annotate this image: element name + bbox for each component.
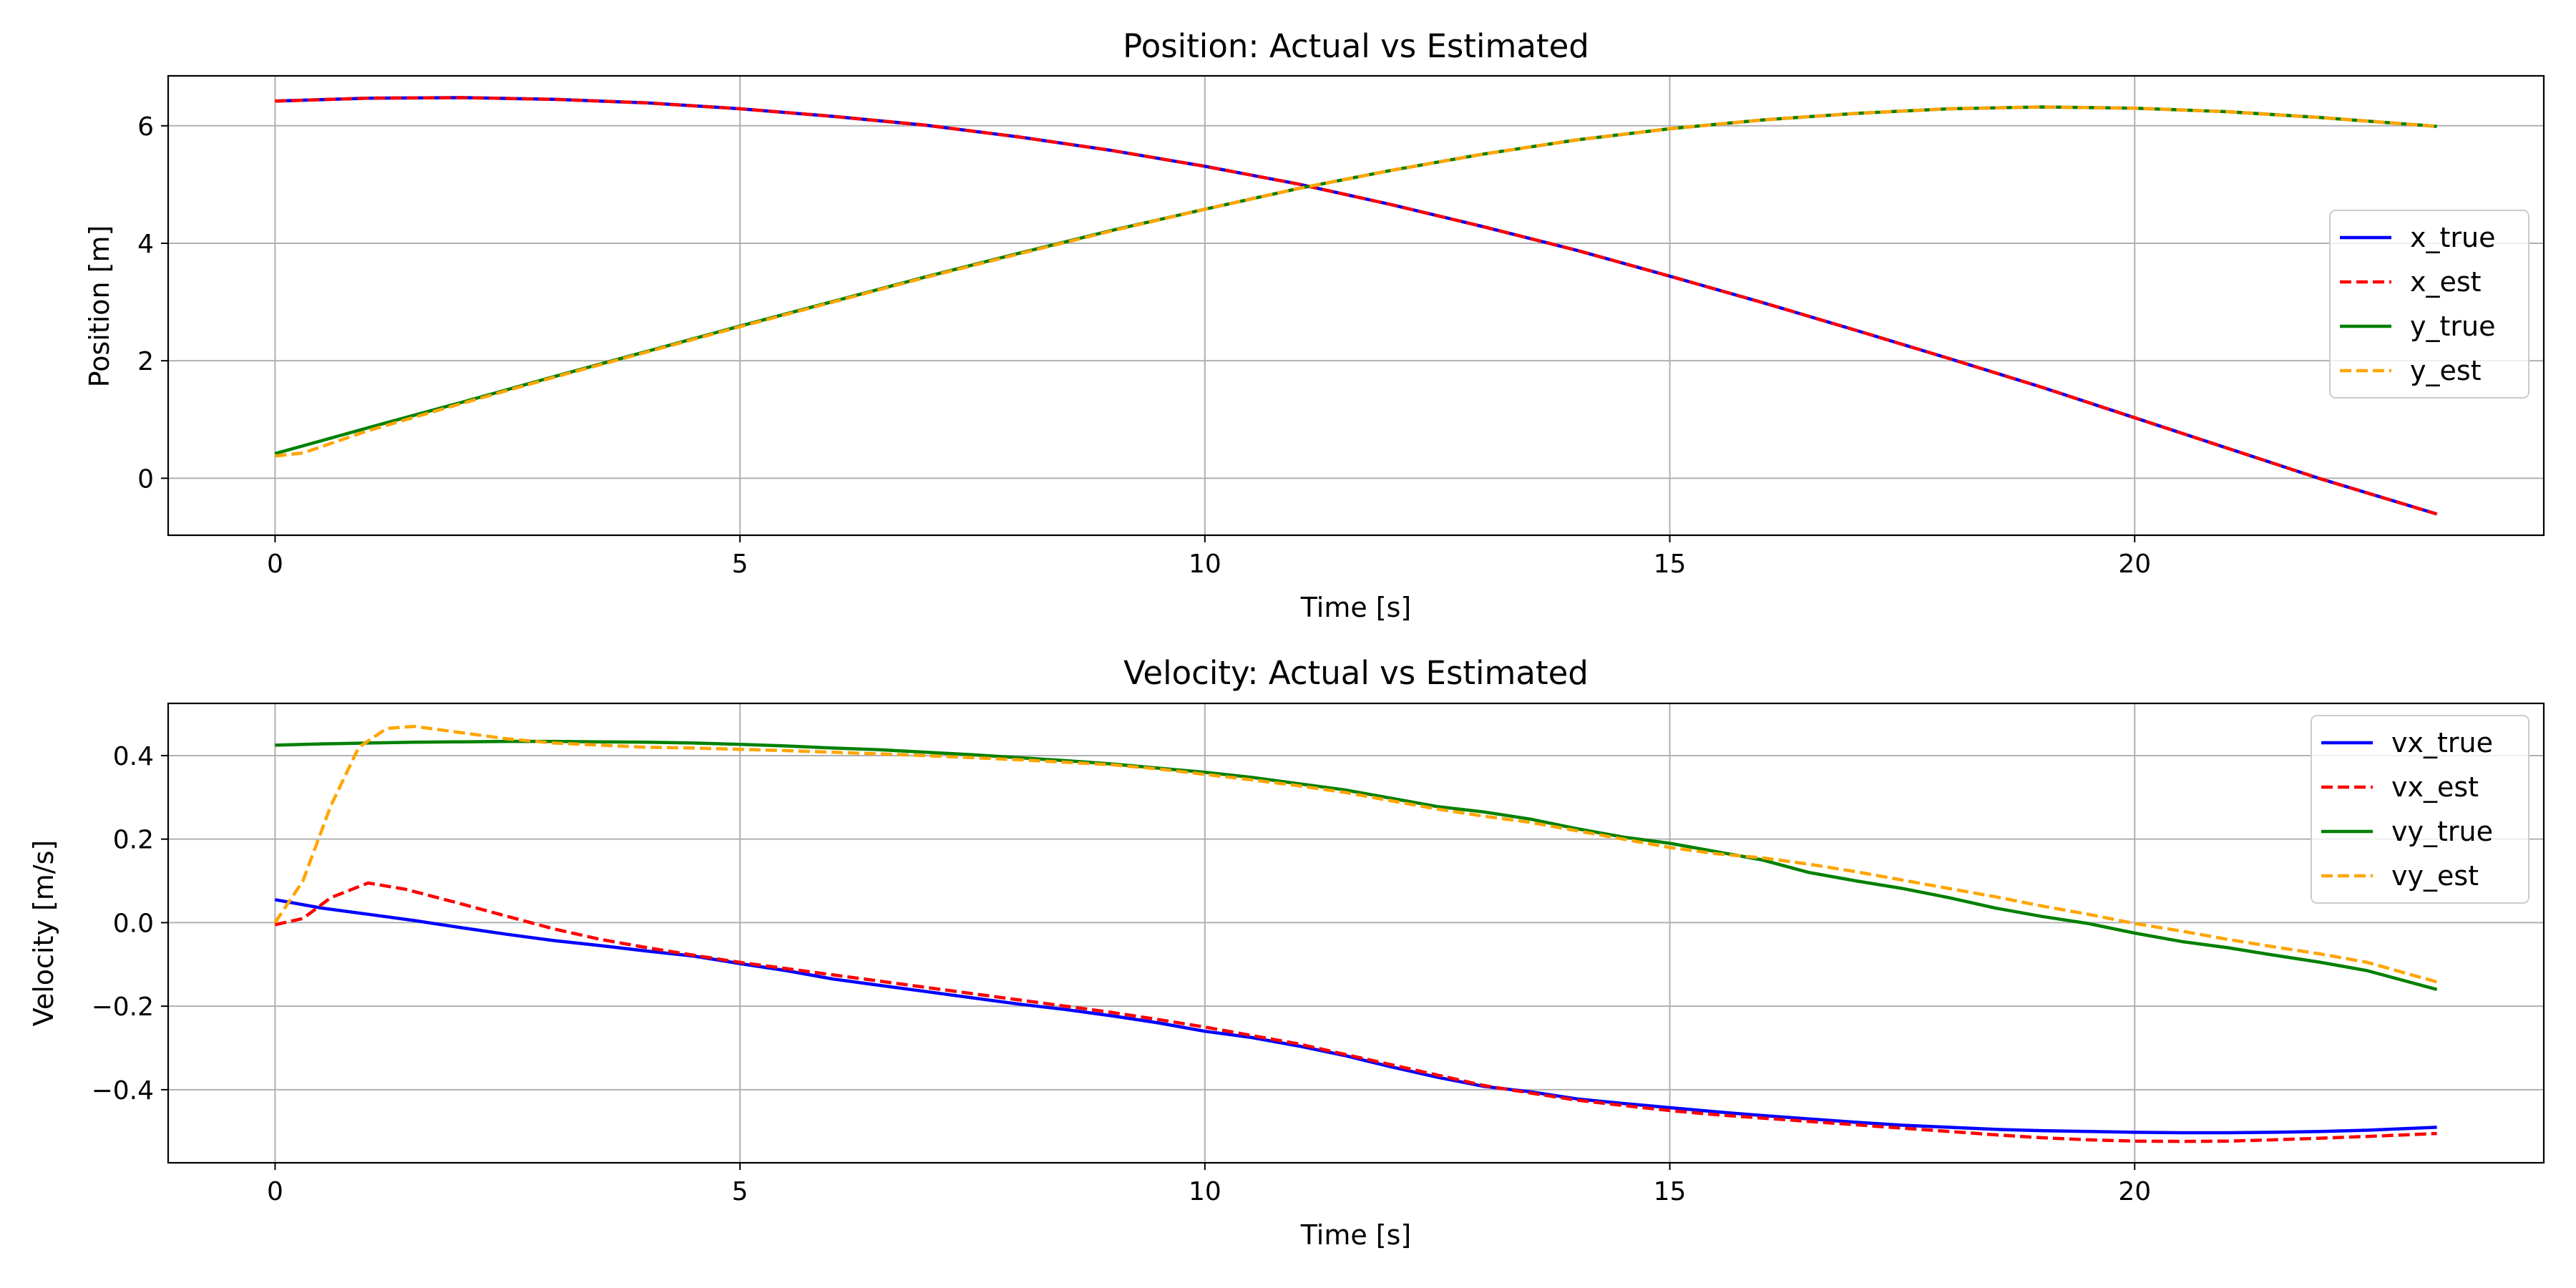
velocity-axes-frame xyxy=(167,702,2545,1164)
position-legend-label: y_est xyxy=(2410,355,2482,386)
velocity-series-vy-true xyxy=(275,739,2438,991)
velocity-xtick-label: 15 xyxy=(1654,1177,1687,1206)
position-xtick-label: 5 xyxy=(732,550,748,579)
velocity-lines xyxy=(273,724,2438,1143)
velocity-xtick-label: 5 xyxy=(732,1177,748,1206)
velocity-legend-label: vy_true xyxy=(2391,816,2493,847)
velocity-legend-label: vx_est xyxy=(2391,771,2479,803)
velocity-legend: vx_true vx_est vy_true vy_est xyxy=(2311,715,2529,904)
position-xtick-label: 15 xyxy=(1654,550,1687,579)
position-ytick-label: 0 xyxy=(137,464,154,494)
velocity-title: Velocity: Actual vs Estimated xyxy=(1123,654,1589,692)
velocity-xtick-label: 20 xyxy=(2118,1177,2151,1206)
position-grid xyxy=(168,76,2544,535)
position-xtick-label: 0 xyxy=(267,550,283,579)
velocity-series-vy-est xyxy=(273,724,2438,984)
position-xlabel: Time [s] xyxy=(1300,592,1412,623)
velocity-xlabel: Time [s] xyxy=(1300,1219,1412,1251)
velocity-legend-box xyxy=(2311,715,2529,904)
position-ytick-label: 6 xyxy=(137,112,154,142)
position-legend: x_true x_est y_true y_est xyxy=(2329,210,2529,399)
velocity-series-vx-est xyxy=(274,881,2437,1143)
position-xtick-label: 10 xyxy=(1189,550,1221,579)
position-series-y-est xyxy=(275,105,2437,458)
velocity-ticks: 0 5 10 15 20 −0.4 −0.2 0.0 0.2 0.4 xyxy=(92,742,2152,1206)
velocity-ytick-label: 0.4 xyxy=(113,742,154,771)
velocity-ylabel: Velocity [m/s] xyxy=(28,840,59,1026)
position-ylabel: Position [m] xyxy=(84,225,115,388)
velocity-legend-label: vy_est xyxy=(2391,860,2479,892)
velocity-subplot: Velocity: Actual vs Estimated Time [s] V… xyxy=(28,654,2545,1251)
velocity-ytick-label: −0.2 xyxy=(92,992,154,1022)
position-legend-box xyxy=(2329,210,2529,399)
velocity-ytick-label: 0.0 xyxy=(113,909,154,938)
position-ytick-label: 4 xyxy=(137,230,154,259)
velocity-ytick-label: −0.4 xyxy=(92,1076,154,1106)
position-ytick-label: 2 xyxy=(137,347,154,376)
position-legend-label: y_true xyxy=(2410,311,2495,342)
position-legend-label: x_true xyxy=(2410,222,2495,253)
position-subplot: Position: Actual vs Estimated Time [s] P… xyxy=(84,27,2545,623)
position-xtick-label: 20 xyxy=(2118,550,2151,579)
position-ticks: 0 5 10 15 20 0 2 4 6 xyxy=(137,112,2151,579)
velocity-xtick-label: 0 xyxy=(267,1177,283,1206)
position-axes-frame xyxy=(167,74,2545,537)
position-legend-label: x_est xyxy=(2410,266,2482,298)
velocity-ytick-label: 0.2 xyxy=(113,826,154,855)
velocity-legend-label: vx_true xyxy=(2391,727,2493,758)
velocity-xtick-label: 10 xyxy=(1189,1177,1221,1206)
position-series-x-est xyxy=(275,96,2438,516)
position-title: Position: Actual vs Estimated xyxy=(1123,27,1589,65)
position-lines xyxy=(274,96,2438,516)
